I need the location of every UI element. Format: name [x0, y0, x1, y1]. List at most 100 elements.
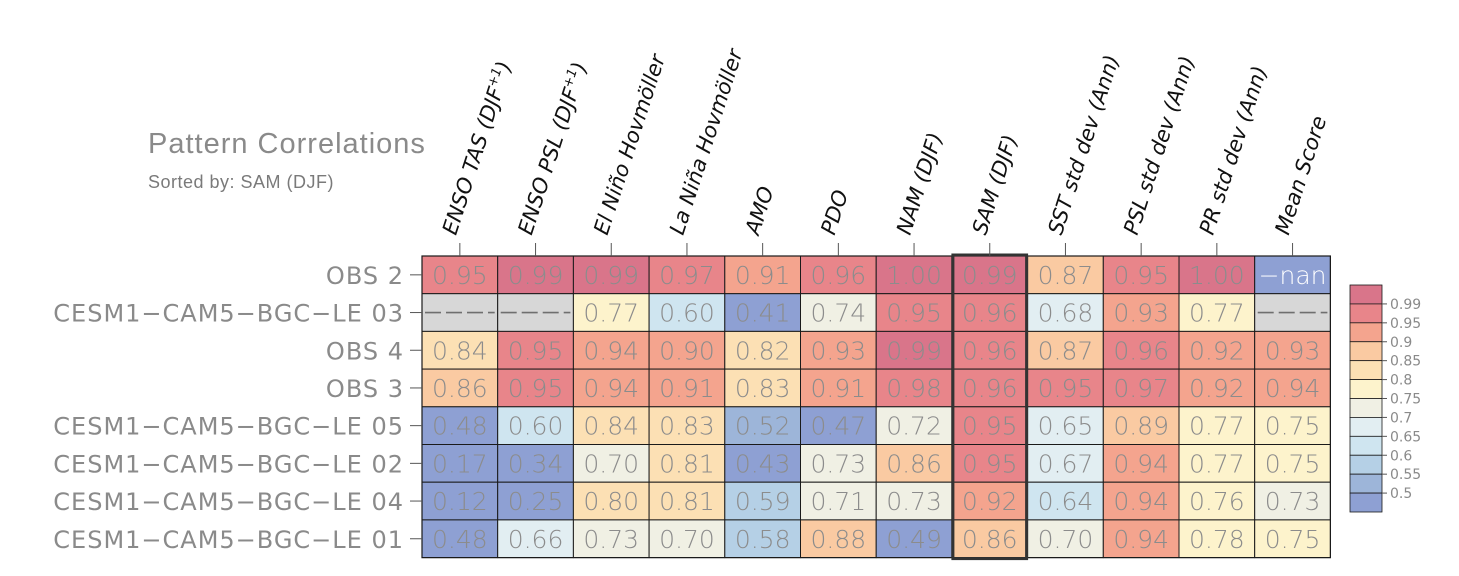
column-label: ENSO PSL (DJF+1)	[513, 59, 591, 238]
colorbar-swatch	[1349, 473, 1383, 494]
cell-value-label: 0.87	[1038, 261, 1094, 290]
colorbar-swatch	[1349, 398, 1383, 418]
colorbar-swatch	[1349, 492, 1383, 513]
cell-value-label: 0.70	[659, 525, 715, 554]
cell-value-label: 0.77	[1189, 449, 1245, 478]
cell-value-label: 0.78	[1189, 525, 1245, 554]
colorbar-swatch	[1349, 322, 1383, 343]
heatmap-cell	[1254, 368, 1331, 408]
cell-value-label: 0.86	[962, 525, 1018, 554]
heatmap-cell	[1102, 255, 1180, 295]
cell-value-label: 0.90	[659, 336, 715, 365]
colorbar-swatch	[1349, 360, 1383, 380]
cell-value-label: 0.89	[1113, 412, 1169, 441]
cell-value-label: 0.96	[962, 299, 1018, 328]
heatmap-cell	[648, 481, 726, 521]
cell-value-label: 0.48	[432, 525, 488, 554]
cell-value-label: 0.48	[432, 412, 488, 441]
heatmap-cell	[1178, 444, 1256, 483]
cell-value-label: 0.83	[735, 374, 791, 403]
cell-value-label: 0.66	[508, 525, 564, 554]
cell-value-label: 0.86	[432, 374, 488, 403]
column-label: El Niño Hovmöller	[589, 50, 670, 237]
heatmap-cell	[951, 406, 1029, 445]
cell-value-label: 0.97	[659, 261, 715, 290]
cell-value-label: 0.70	[583, 449, 639, 478]
cell-value-label: 0.60	[659, 299, 715, 328]
cell-value-label: 0.41	[735, 299, 791, 328]
cell-value-label: 0.84	[432, 336, 488, 365]
cell-value-label: 0.92	[962, 487, 1018, 516]
heatmap-cell	[497, 406, 574, 445]
row-label: CESM1−CAM5−BGC−LE 04	[53, 488, 404, 516]
heatmap-cell	[648, 519, 726, 559]
heatmap-cell	[648, 406, 726, 445]
cell-value-label: 0.95	[508, 336, 564, 365]
chart-title: Pattern Correlations	[148, 128, 426, 160]
cell-value-label: 0.93	[1113, 299, 1169, 328]
heatmap-cell	[497, 444, 574, 483]
heatmap-cell	[951, 368, 1029, 408]
cell-value-label: 0.73	[1265, 487, 1321, 516]
heatmap-cell	[1102, 330, 1180, 370]
cell-value-label: 0.94	[1265, 374, 1321, 403]
colorbar-label: 0.75	[1390, 392, 1421, 408]
cell-value-label: 0.75	[1265, 449, 1321, 478]
cell-value-label: 0.95	[1113, 261, 1169, 290]
cell-value-label: 0.86	[886, 449, 942, 478]
heatmap-cell	[497, 368, 574, 408]
chart-subtitle: Sorted by: SAM (DJF)	[148, 172, 335, 192]
heatmap-cell	[1178, 519, 1256, 559]
column-label: PR std dev (Ann)	[1195, 63, 1272, 238]
cell-value-label: 0.96	[1113, 336, 1169, 365]
heatmap-cell	[1178, 293, 1256, 332]
cell-value-label: 1.00	[886, 261, 942, 290]
heatmap-cell	[1254, 444, 1331, 483]
heatmap-cell	[1178, 368, 1256, 408]
cell-value-label: 0.91	[811, 374, 867, 403]
heatmap-cell	[800, 293, 877, 332]
column-label: AMO	[740, 184, 779, 240]
cell-value-label: 0.60	[508, 412, 564, 441]
colorbar-label: 0.55	[1390, 467, 1421, 483]
cell-value-label: 0.84	[583, 412, 639, 441]
cell-value-label: 0.95	[886, 299, 942, 328]
heatmap-cell	[875, 406, 953, 445]
heatmap-cell	[1254, 330, 1331, 370]
heatmap-cell	[572, 406, 650, 445]
row-label: OBS 2	[326, 262, 404, 290]
cell-value-label: 0.94	[1113, 487, 1169, 516]
colorbar-swatch	[1349, 454, 1383, 475]
cell-value-label: 0.81	[659, 449, 715, 478]
heatmap-cell	[421, 330, 499, 370]
heatmap-cell	[800, 519, 877, 559]
cell-value-label: 0.99	[508, 261, 564, 290]
colorbar-label: 0.85	[1390, 354, 1421, 370]
cell-value-label: 0.96	[811, 261, 867, 290]
cell-value-label: 0.77	[1189, 299, 1245, 328]
cell-value-label: 0.43	[735, 449, 791, 478]
colorbar-label: 0.9	[1390, 335, 1412, 351]
colorbar-swatch	[1349, 417, 1383, 437]
cell-value-label: 0.95	[508, 374, 564, 403]
colorbar-swatch	[1349, 379, 1383, 399]
heatmap-cell	[421, 368, 499, 408]
colorbar-label: 0.6	[1390, 448, 1412, 464]
cell-value-label: 0.67	[1038, 449, 1094, 478]
cell-value-label: 0.95	[962, 449, 1018, 478]
heatmap-cell	[1027, 368, 1104, 408]
colorbar-label: 0.99	[1390, 297, 1421, 313]
column-label: PSL std dev (Ann)	[1119, 53, 1199, 238]
heatmap-cell	[724, 406, 801, 445]
row-label: OBS 3	[326, 375, 404, 403]
cell-value-label: 0.71	[811, 487, 867, 516]
heatmap-cell	[421, 255, 499, 295]
column-label: SAM (DJF)	[968, 132, 1023, 238]
cell-value-label: 0.98	[886, 374, 942, 403]
heatmap-cell	[1027, 406, 1104, 445]
cell-value-label: 0.72	[886, 412, 942, 441]
row-label: CESM1−CAM5−BGC−LE 03	[53, 300, 404, 328]
heatmap-cell	[421, 519, 499, 559]
cell-value-label: 0.94	[583, 336, 639, 365]
